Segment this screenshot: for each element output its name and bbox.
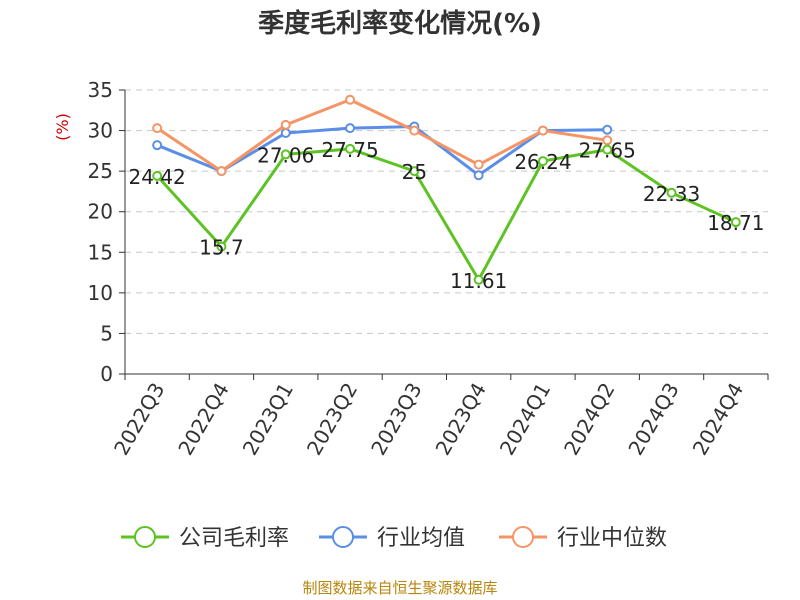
grid-lines bbox=[125, 89, 768, 334]
data-label: 26.24 bbox=[514, 150, 571, 174]
data-label: 22.33 bbox=[643, 182, 700, 206]
chart-title: 季度毛利率变化情况(%) bbox=[258, 8, 542, 39]
data-point[interactable] bbox=[730, 217, 741, 228]
x-tick-label: 2023Q1 bbox=[238, 379, 298, 460]
data-point[interactable] bbox=[152, 123, 163, 134]
data-label: 24.42 bbox=[129, 165, 186, 189]
y-tick-label: 10 bbox=[88, 281, 113, 305]
data-point[interactable] bbox=[345, 94, 356, 105]
data-point[interactable] bbox=[216, 241, 227, 252]
y-tick-label: 30 bbox=[88, 119, 113, 143]
data-point[interactable] bbox=[473, 170, 484, 181]
y-tick-label: 25 bbox=[88, 159, 113, 183]
x-tick-label: 2024Q4 bbox=[688, 379, 748, 460]
data-point[interactable] bbox=[409, 166, 420, 177]
y-tick-label: 35 bbox=[88, 78, 113, 102]
legend-item[interactable]: 公司毛利率 bbox=[121, 526, 289, 551]
legend-label: 行业均值 bbox=[377, 526, 465, 551]
legend-label: 公司毛利率 bbox=[179, 526, 289, 551]
x-tick-label: 2024Q2 bbox=[559, 379, 619, 460]
legend-marker bbox=[332, 526, 354, 548]
data-point[interactable] bbox=[666, 187, 677, 198]
x-tick-label: 2022Q4 bbox=[173, 379, 233, 460]
legend[interactable]: 公司毛利率 行业均值 行业中位数 bbox=[121, 526, 667, 551]
x-tick-label: 2024Q1 bbox=[495, 379, 555, 460]
data-point[interactable] bbox=[473, 159, 484, 170]
x-tick-label: 2022Q3 bbox=[109, 379, 169, 460]
y-tick-label: 5 bbox=[100, 321, 113, 345]
series-line bbox=[156, 98, 608, 173]
data-point[interactable] bbox=[216, 166, 227, 177]
data-point[interactable] bbox=[602, 144, 613, 155]
data-label: 27.06 bbox=[257, 143, 314, 167]
y-tick-label: 20 bbox=[88, 200, 113, 224]
legend-marker bbox=[512, 526, 534, 548]
source-note: 制图数据来自恒生聚源数据库 bbox=[302, 579, 497, 597]
data-label: 25 bbox=[402, 160, 427, 184]
data-point[interactable] bbox=[280, 149, 291, 160]
data-point[interactable] bbox=[345, 143, 356, 154]
data-point[interactable] bbox=[280, 119, 291, 130]
data-label: 15.7 bbox=[199, 236, 244, 260]
data-point[interactable] bbox=[152, 170, 163, 181]
data-point[interactable] bbox=[409, 125, 420, 136]
data-point[interactable] bbox=[280, 128, 291, 139]
x-tick-label: 2023Q2 bbox=[302, 379, 362, 460]
data-label: 11.61 bbox=[450, 269, 507, 293]
x-tick-label: 2024Q3 bbox=[623, 379, 683, 460]
data-labels: 24.42 15.7 27.06 27.75 25 11.61 26.24 27.65 22.3… bbox=[129, 138, 765, 293]
data-label: 27.75 bbox=[321, 138, 378, 162]
data-label: 27.65 bbox=[579, 139, 636, 163]
y-tick-label: 15 bbox=[88, 240, 113, 264]
data-point[interactable] bbox=[537, 125, 548, 136]
legend-item[interactable]: 行业均值 bbox=[319, 526, 465, 551]
data-point[interactable] bbox=[537, 156, 548, 167]
x-tick-label: 2023Q4 bbox=[431, 379, 491, 460]
data-point[interactable] bbox=[152, 140, 163, 151]
data-point[interactable] bbox=[473, 274, 484, 285]
y-tick-label: 0 bbox=[100, 362, 113, 386]
series-layer bbox=[152, 94, 741, 285]
data-point[interactable] bbox=[602, 124, 613, 135]
series-line bbox=[156, 147, 737, 282]
data-point[interactable] bbox=[345, 123, 356, 134]
x-tick-label: 2023Q3 bbox=[366, 379, 426, 460]
legend-item[interactable]: 行业中位数 bbox=[499, 526, 667, 551]
legend-marker bbox=[134, 526, 156, 548]
data-point[interactable] bbox=[602, 135, 613, 146]
y-axis-unit-label: (%) bbox=[53, 113, 72, 141]
legend-label: 行业中位数 bbox=[557, 526, 667, 551]
data-label: 18.71 bbox=[707, 211, 764, 235]
